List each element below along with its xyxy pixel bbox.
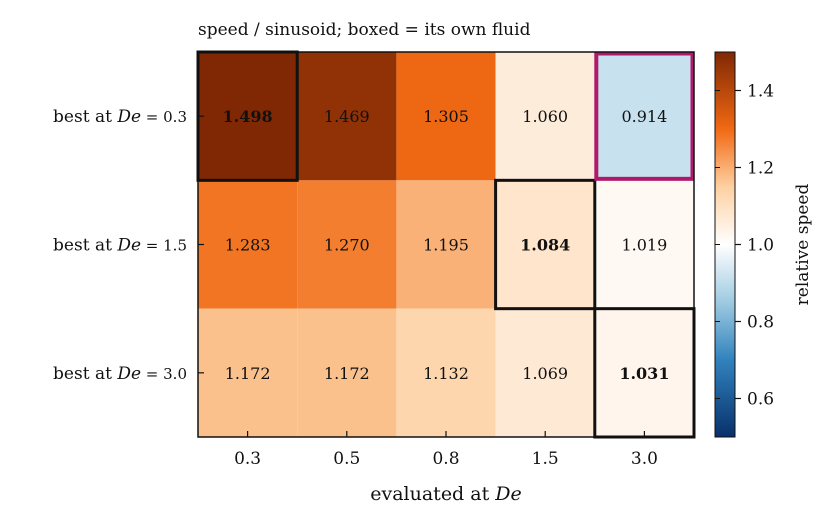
x-tick-label: 0.5 xyxy=(333,449,360,469)
heatmap-cell xyxy=(396,308,496,437)
x-tick-label: 3.0 xyxy=(631,449,658,469)
heatmap-cell xyxy=(297,52,397,181)
heatmap-cell xyxy=(594,52,694,181)
cell-value-label: 1.172 xyxy=(324,364,370,383)
cell-value-label: 1.084 xyxy=(520,236,570,255)
colorbar-tick-label: 0.6 xyxy=(747,390,774,410)
chart-title: speed / sinusoid; boxed = its own fluid xyxy=(198,20,531,40)
heatmap-cell xyxy=(297,308,397,437)
heatmap-cell xyxy=(198,308,298,437)
heatmap-cell xyxy=(495,180,595,309)
colorbar-label: relative speed xyxy=(793,184,813,306)
heatmap-cell xyxy=(198,52,298,181)
cell-value-label: 1.172 xyxy=(225,364,271,383)
x-axis-label: evaluated at De xyxy=(370,483,522,505)
heatmap-cell xyxy=(396,180,496,309)
colorbar-tick-label: 1.0 xyxy=(747,236,774,256)
y-tick-label: best at De = 0.3 xyxy=(53,107,187,127)
cell-value-label: 1.469 xyxy=(324,107,370,126)
heatmap-cells: 1.498 1.469 1.305 1.060 0.914 1.283 1.270 1.195… xyxy=(198,52,694,437)
cell-value-label: 1.283 xyxy=(225,236,271,255)
colorbar-tick-label: 0.8 xyxy=(747,313,774,333)
heatmap-cell xyxy=(594,180,694,309)
y-tick-label: best at De = 1.5 xyxy=(53,236,187,256)
x-axis: 0.3 0.5 0.8 1.5 3.0 xyxy=(234,431,658,469)
heatmap-cell xyxy=(495,308,595,437)
heatmap-cell xyxy=(198,180,298,309)
x-tick-label: 0.3 xyxy=(234,449,261,469)
heatmap-cell xyxy=(594,308,694,437)
cell-value-label: 1.132 xyxy=(423,364,469,383)
cell-value-label: 1.031 xyxy=(619,364,669,383)
heatmap-cell xyxy=(396,52,496,181)
y-axis: best at De = 0.3 best at De = 1.5 best at … xyxy=(53,107,204,384)
y-tick-label: best at De = 3.0 xyxy=(53,364,187,384)
cell-value-label: 1.060 xyxy=(522,107,568,126)
cell-value-label: 1.498 xyxy=(223,107,273,126)
cell-value-label: 1.019 xyxy=(621,236,667,255)
cell-value-label: 1.270 xyxy=(324,236,370,255)
highlight-box xyxy=(594,51,695,181)
heatmap-cell xyxy=(495,52,595,181)
cell-value-label: 1.069 xyxy=(522,364,568,383)
colorbar-tick-label: 1.2 xyxy=(747,159,774,179)
colorbar-tick-label: 1.4 xyxy=(747,82,774,102)
cell-value-label: 0.914 xyxy=(621,107,667,126)
cell-value-label: 1.305 xyxy=(423,107,469,126)
heatmap-cell xyxy=(297,180,397,309)
own-fluid-box xyxy=(494,178,597,311)
x-tick-label: 1.5 xyxy=(532,449,559,469)
cell-value-label: 1.195 xyxy=(423,236,469,255)
x-tick-label: 0.8 xyxy=(432,449,459,469)
colorbar-ticks: 0.6 0.8 1.0 1.2 1.4 xyxy=(715,82,774,410)
